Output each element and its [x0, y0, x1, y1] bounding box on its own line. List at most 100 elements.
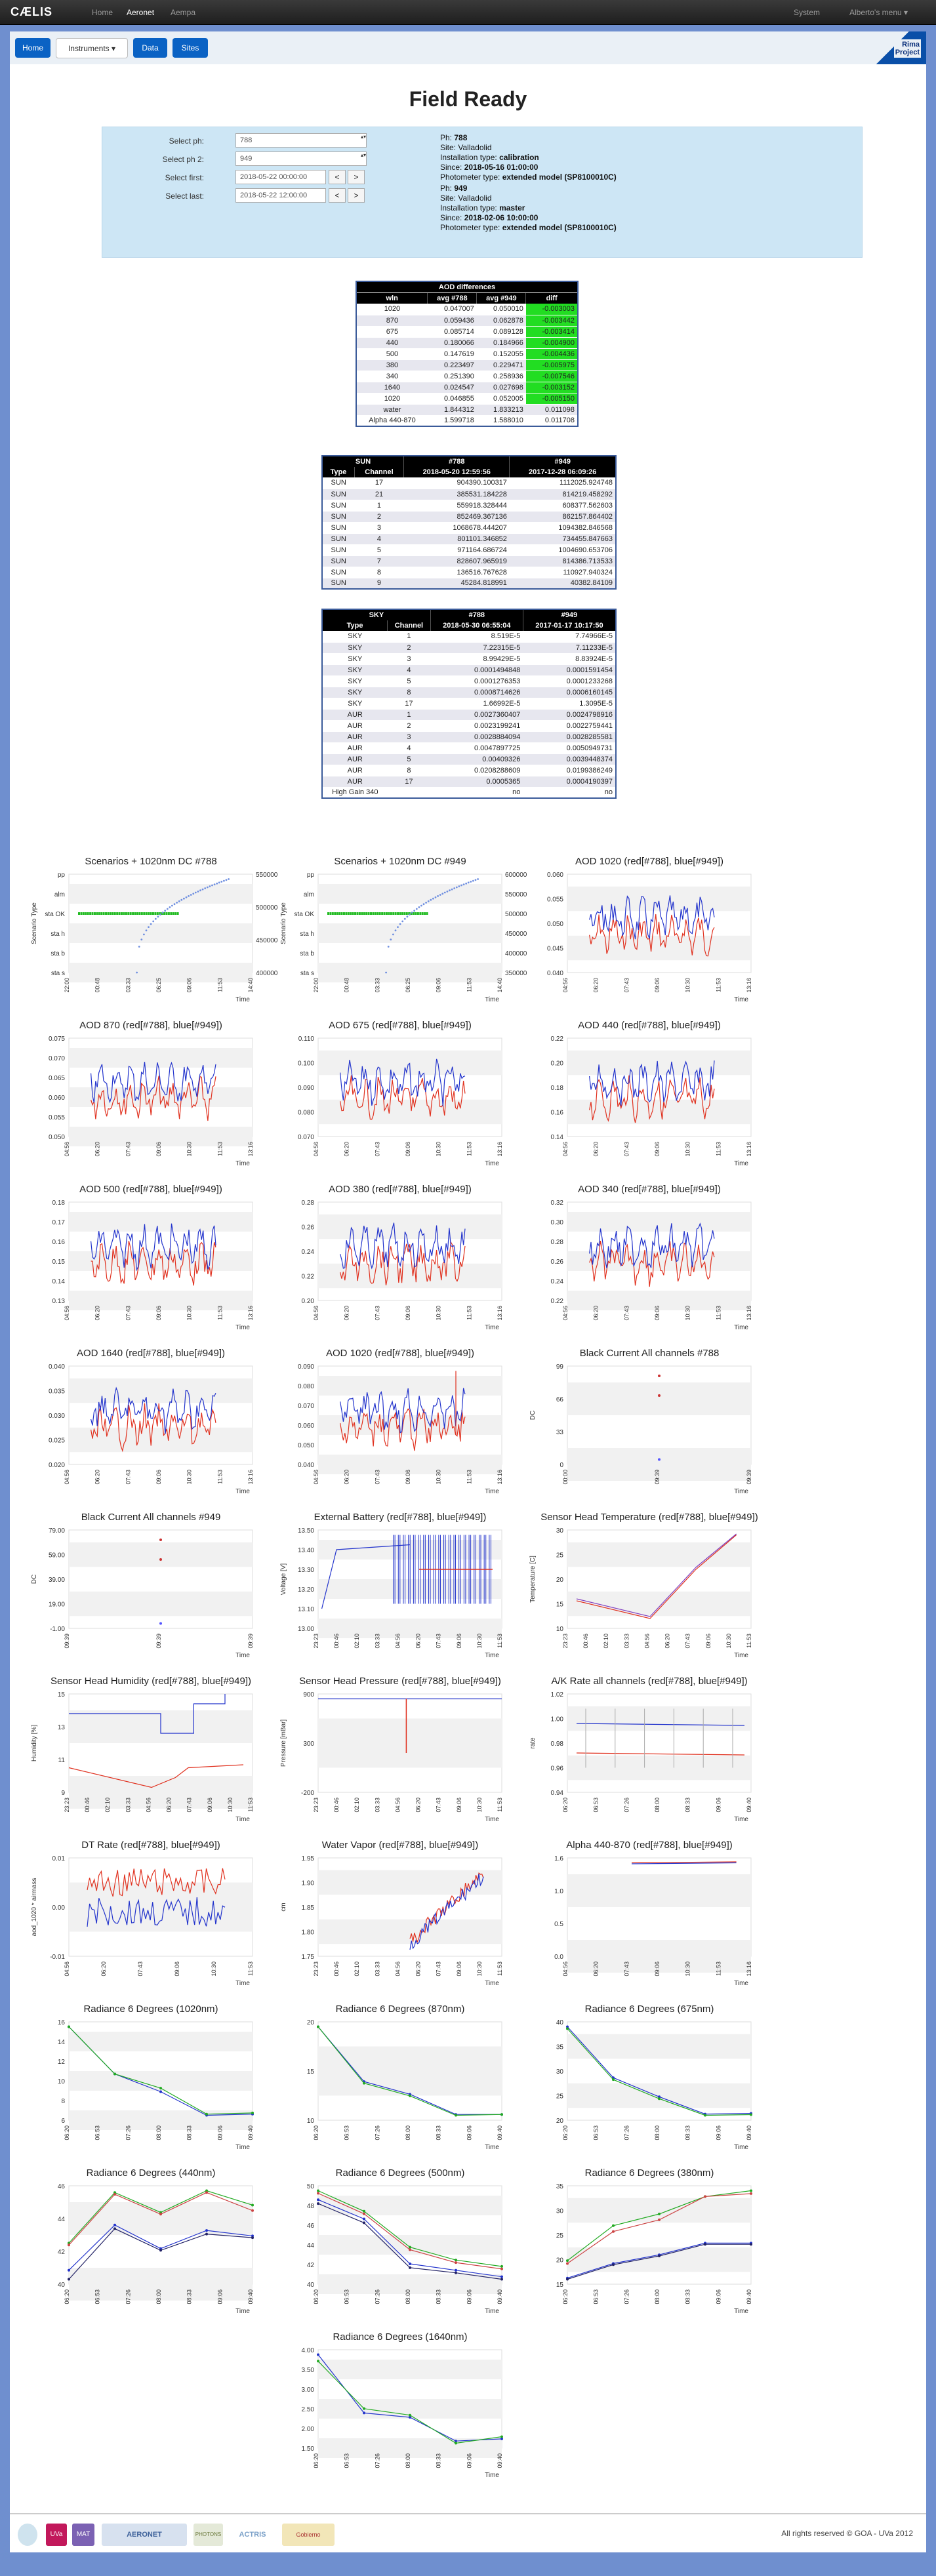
scenario-mark [107, 912, 110, 915]
series-788-line [91, 1241, 216, 1286]
table-cell: 1 [387, 709, 431, 721]
nav-user-menu[interactable]: Alberto's menu ▾ [849, 8, 908, 17]
page-title: Field Ready [409, 87, 527, 111]
tab-instruments[interactable]: Instruments ▾ [56, 38, 128, 58]
ph2-select[interactable]: 949 [235, 151, 367, 166]
last-prev-button[interactable]: < [329, 188, 346, 203]
scenario-mark [174, 912, 177, 915]
table-cell: 440 [356, 337, 428, 349]
x-tick-label: 02:10 [354, 1634, 360, 1649]
table-cell: 0.0001276353 [430, 675, 523, 687]
nav-system[interactable]: System [794, 8, 821, 17]
dc-point [180, 898, 183, 901]
radiance-point [500, 2264, 503, 2268]
last-next-button[interactable]: > [348, 188, 365, 203]
scenario-mark [121, 912, 123, 915]
table-row: High Gain 340 no no [322, 787, 616, 799]
grid-band [318, 2196, 502, 2215]
info-value: master [499, 203, 525, 212]
scenario-mark [100, 912, 103, 915]
table-row: 440 0.180066 0.184966 -0.004900 [356, 337, 578, 349]
table-cell: 814386.713533 [509, 555, 616, 567]
x-tick-label: 09:06 [155, 1306, 162, 1321]
scenario-mark [118, 912, 121, 915]
tab-sites[interactable]: Sites [173, 38, 208, 58]
chart-18: DT Rate (red[#788], blue[#949]) 0.01 0.00 -… [23, 1838, 279, 1989]
x-tick-label: 11:53 [497, 1634, 503, 1648]
x-tick-label: 06:20 [415, 1962, 422, 1977]
x-tick-label: 03:33 [374, 1962, 380, 1977]
x-tick-label: 06:20 [313, 2125, 319, 2141]
y-tick-label: 2.50 [302, 2406, 315, 2413]
scenario-mark [381, 912, 384, 915]
dc-point [225, 879, 228, 881]
series-949-line [589, 1222, 715, 1269]
y-tick-label: 13.30 [298, 1567, 314, 1574]
grid-band [69, 1212, 253, 1232]
nav-home[interactable]: Home [92, 8, 113, 17]
y-tick-label: sta s [51, 970, 65, 977]
last-date-input[interactable]: 2018-05-22 12:00:00 [235, 188, 326, 203]
nav-aeronet[interactable]: Aeronet [127, 8, 155, 17]
project-badge[interactable]: Rima Project [893, 39, 921, 58]
scenario-mark [78, 912, 80, 915]
dc-point [474, 879, 477, 881]
series-949-line [589, 895, 715, 940]
y-tick-label: sta h [51, 931, 65, 938]
y2-tick-label: 600000 [505, 872, 527, 879]
scenario-mark [394, 912, 397, 915]
table-row: AUR 1 0.0027360407 0.0024798916 [322, 709, 616, 721]
x-tick-label: 07:43 [623, 1142, 630, 1157]
scenario-mark [91, 912, 94, 915]
radiance-point [409, 2094, 411, 2097]
chart-title: AOD 675 (red[#788], blue[#949]) [329, 1020, 472, 1031]
nav-aempa[interactable]: Aempa [171, 8, 196, 17]
chart-5: AOD 440 (red[#788], blue[#949]) 0.22 0.20 0… [521, 1018, 777, 1169]
table-cell: 0.0039448374 [523, 754, 616, 765]
table-cell: SUN [322, 522, 355, 534]
y-tick-label: 42 [307, 2262, 315, 2269]
dc-point [228, 878, 230, 880]
x-tick-label: 11:53 [497, 1962, 503, 1976]
x-tick-label: 04:56 [313, 1470, 319, 1485]
series-788-line [91, 1076, 216, 1121]
y-tick-label: 1.80 [302, 1929, 315, 1937]
scenario-mark [331, 912, 334, 915]
y-tick-label: 8 [61, 2098, 65, 2105]
scenario-mark [410, 912, 413, 915]
first-next-button[interactable]: > [348, 170, 365, 184]
x-tick-label: 06:20 [593, 978, 600, 993]
ph-label: Select ph: [169, 136, 204, 146]
ph-select[interactable]: 788 [235, 133, 367, 148]
grid-band [567, 2247, 751, 2272]
first-prev-button[interactable]: < [329, 170, 346, 184]
x-axis-label: Time [734, 1980, 748, 1987]
scenario-mark [345, 912, 348, 915]
tab-data[interactable]: Data [133, 38, 167, 58]
x-tick-label: 11:53 [746, 1634, 752, 1648]
x-tick-label: 06:20 [344, 1306, 350, 1321]
dc-point [206, 886, 209, 889]
dc-point [472, 879, 474, 882]
brand-logo[interactable]: CÆLIS [10, 5, 53, 18]
y-tick-label: 0.5 [554, 1921, 563, 1928]
sun-table: SUN #788 #949 Type Channel 2018-05-20 12:59:5… [321, 455, 617, 590]
y-tick-label: alm [304, 891, 314, 898]
dc-point [143, 933, 145, 936]
table-caption: #949 [509, 456, 617, 467]
tab-home[interactable]: Home [15, 38, 51, 58]
table-caption: #949 [523, 609, 617, 620]
y-tick-label: 0.025 [49, 1438, 65, 1445]
dc-point [390, 938, 392, 940]
scenario-mark [408, 912, 411, 915]
chart-10: AOD 1020 (red[#788], blue[#949]) 0.090 0.0… [272, 1346, 528, 1497]
x-tick-label: 10:30 [436, 1306, 442, 1321]
top-navbar: CÆLIS Home Aeronet Aempa System Alberto'… [0, 0, 936, 25]
table-cell: SUN [322, 533, 355, 545]
x-tick-label: 09:06 [186, 978, 193, 993]
x-tick-label: 10:30 [725, 1634, 732, 1649]
first-date-input[interactable]: 2018-05-22 00:00:00 [235, 170, 326, 184]
grid-band [318, 1455, 502, 1474]
dc-point [199, 889, 201, 892]
ph2-label: Select ph 2: [162, 155, 204, 164]
